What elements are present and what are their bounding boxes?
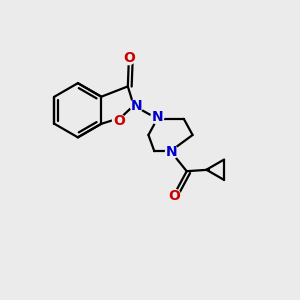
Text: O: O xyxy=(123,51,135,65)
Text: N: N xyxy=(152,110,163,124)
Text: N: N xyxy=(131,98,142,112)
Circle shape xyxy=(168,189,181,202)
Circle shape xyxy=(130,99,143,112)
Circle shape xyxy=(151,111,164,124)
Circle shape xyxy=(166,146,178,158)
Circle shape xyxy=(122,52,135,64)
Text: O: O xyxy=(113,114,125,128)
Text: O: O xyxy=(168,189,180,202)
Circle shape xyxy=(112,114,125,127)
Text: N: N xyxy=(166,145,178,159)
